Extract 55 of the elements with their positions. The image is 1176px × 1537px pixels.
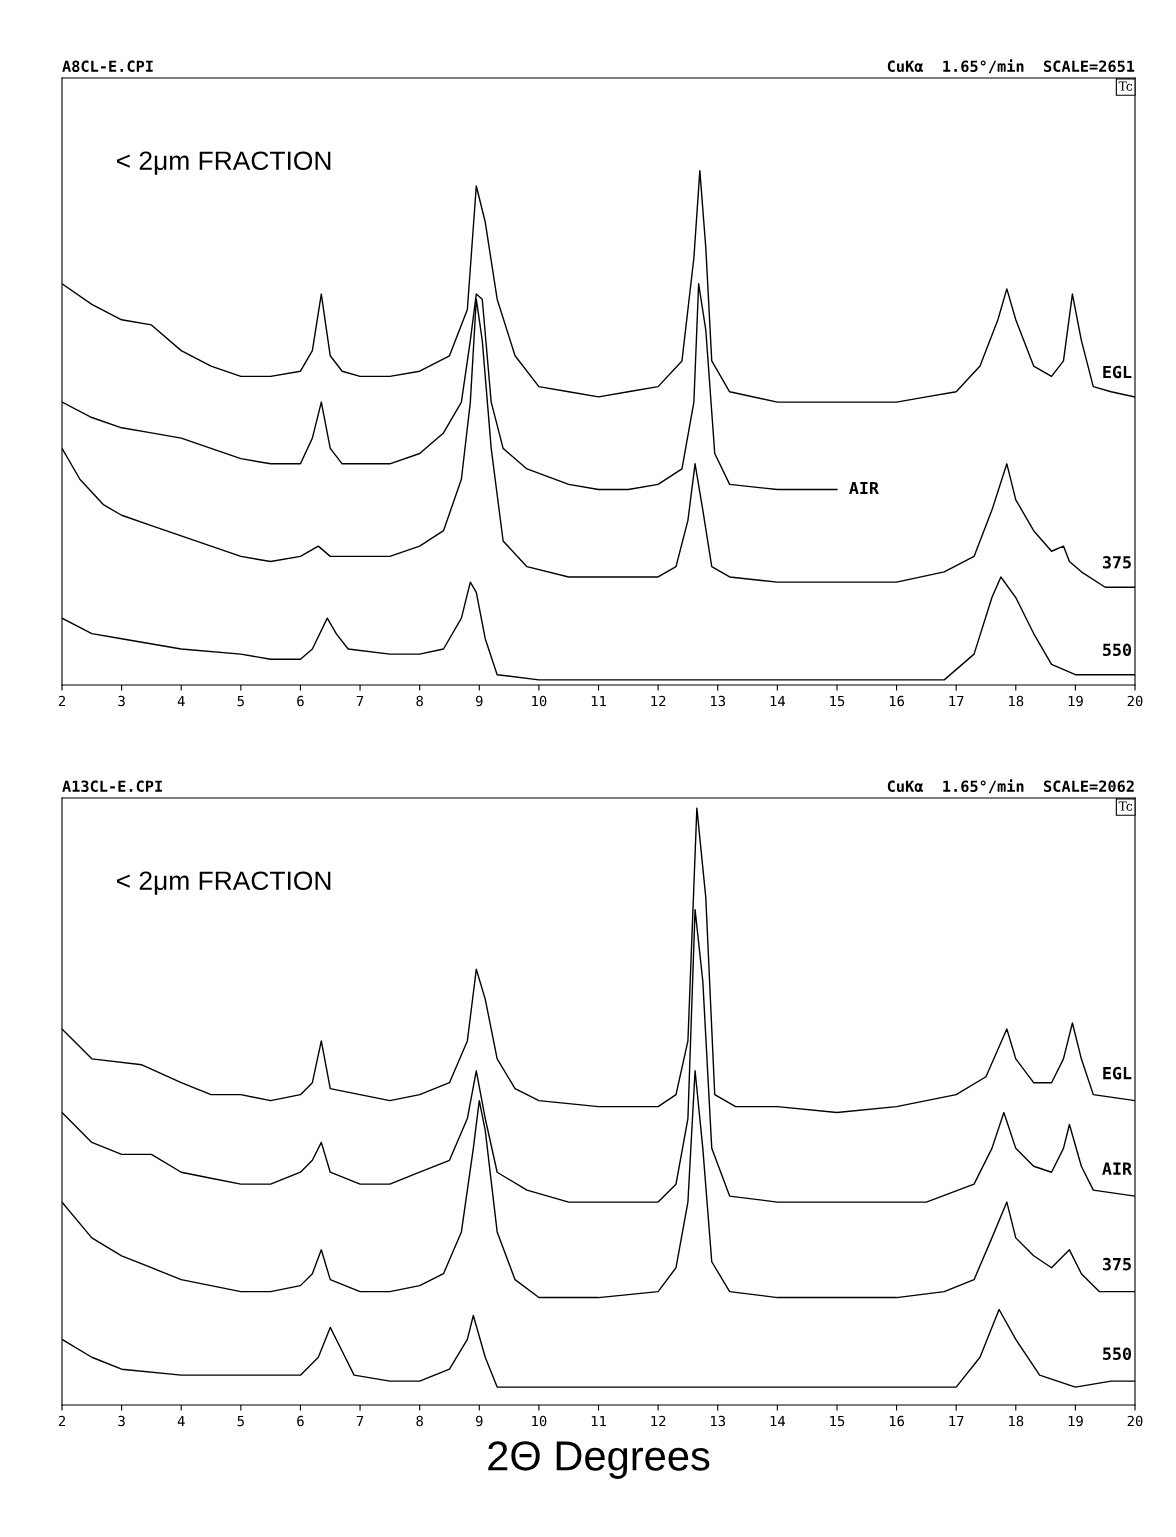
annotation: < 2μm FRACTION <box>116 151 331 175</box>
x-tick-label: 20 <box>1127 695 1143 707</box>
x-tick-label: 16 <box>889 1415 905 1427</box>
x-tick-label: 12 <box>651 695 666 707</box>
series-label: 375 <box>1102 1257 1131 1271</box>
x-tick-label: 8 <box>416 1415 423 1427</box>
x-tick-label: 11 <box>591 1415 606 1427</box>
x-tick-label: 2 <box>58 695 65 707</box>
x-tick-label: 6 <box>297 1415 304 1427</box>
x-tick-label: 5 <box>237 695 244 707</box>
x-tick-label: 4 <box>177 1415 185 1427</box>
x-tick-label: 16 <box>889 695 905 707</box>
x-tick-label: 11 <box>591 695 606 707</box>
annotation: < 2μm FRACTION <box>116 871 331 895</box>
x-tick-label: 20 <box>1127 1415 1143 1427</box>
x-tick-label: 10 <box>532 1415 547 1427</box>
x-tick-label: 13 <box>711 695 726 707</box>
x-tick-label: 10 <box>532 695 547 707</box>
x-tick-label: 12 <box>651 1415 666 1427</box>
annotation: Tc <box>1118 801 1133 811</box>
x-tick-label: 19 <box>1068 695 1083 707</box>
x-tick-label: 6 <box>297 695 304 707</box>
x-tick-label: 13 <box>711 1415 726 1427</box>
series-label: AIR <box>1102 1162 1133 1175</box>
series-label: 375 <box>1102 555 1131 569</box>
chart-title: A8CL-E.CPI <box>62 60 153 72</box>
series-label: EGL <box>1103 1066 1132 1080</box>
chart-subtitle: CuKα 1.65°/min SCALE=2651 <box>887 59 1135 74</box>
x-tick-label: 19 <box>1068 1415 1083 1427</box>
x-tick-label: 14 <box>770 695 786 707</box>
x-axis-title: 2Θ Degrees <box>488 1441 710 1479</box>
x-tick-label: 18 <box>1009 1415 1024 1427</box>
x-tick-label: 15 <box>830 695 845 707</box>
chart-title: A13CL-E.CPI <box>62 780 162 793</box>
series-label: AIR <box>849 481 879 495</box>
x-tick-label: 9 <box>475 695 483 707</box>
x-tick-label: 7 <box>356 1415 364 1427</box>
text: Tc <box>1118 81 1133 91</box>
series-label: EGL <box>1103 365 1132 379</box>
x-tick-label: 7 <box>356 695 364 707</box>
x-tick-label: 15 <box>830 1415 845 1427</box>
chart-subtitle: CuKα 1.65°/min SCALE=2062 <box>887 779 1134 794</box>
x-tick-label: 14 <box>770 1415 786 1427</box>
series-label: 550 <box>1103 643 1132 657</box>
x-tick-label: 18 <box>1009 695 1024 707</box>
x-tick-label: 4 <box>177 695 185 707</box>
x-tick-label: 5 <box>237 1415 244 1427</box>
x-tick-label: 17 <box>949 695 964 707</box>
x-tick-label: 17 <box>949 1415 964 1427</box>
x-tick-label: 8 <box>416 695 423 707</box>
series-label: 550 <box>1103 1347 1132 1360</box>
x-tick-label: 3 <box>118 695 125 707</box>
x-tick-label: 2 <box>58 1415 65 1427</box>
x-tick-label: 3 <box>118 1415 125 1427</box>
x-tick-label: 9 <box>475 1415 483 1427</box>
